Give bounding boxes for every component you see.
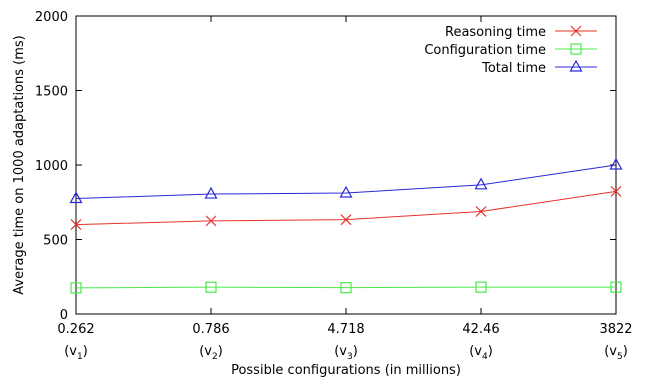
data-series (69, 157, 623, 294)
data-point (69, 191, 83, 204)
data-point (70, 282, 82, 294)
data-point (609, 157, 623, 170)
x-tick-sublabel: (v2) (199, 344, 223, 362)
data-point (475, 281, 487, 293)
series-line (75, 164, 617, 200)
tick-labels: 0 500 1000 1500 2000 0.262 (v1) 0.786 (v2) 4.718 (… (35, 10, 633, 362)
series-reasoning-time (70, 185, 622, 231)
x-tick-label: 3822 (599, 322, 632, 337)
y-tick-label: 2000 (35, 10, 68, 25)
data-point (610, 281, 622, 293)
x-tick-sublabel: (v1) (64, 344, 88, 362)
data-point (474, 177, 488, 190)
x-tick-sublabel: (v3) (334, 344, 358, 362)
x-tick-label: 42.46 (462, 322, 499, 337)
data-point (339, 185, 353, 198)
y-tick-label: 1500 (35, 85, 68, 100)
data-point (340, 282, 352, 294)
data-point (340, 214, 352, 226)
legend-marker (569, 59, 583, 72)
legend: Reasoning time Configuration time Total ti… (424, 25, 597, 76)
x-tick-label: 0.262 (57, 322, 94, 337)
data-point (205, 215, 217, 227)
data-point (204, 186, 218, 199)
x-axis-label: Possible configurations (in millions) (231, 363, 461, 378)
x-tick-sublabel: (v5) (604, 344, 628, 362)
series-line (75, 286, 616, 289)
y-axis-label: Average time on 1000 adaptations (ms) (12, 35, 27, 294)
y-tick-label: 500 (43, 234, 68, 249)
x-tick-sublabel: (v4) (469, 344, 493, 362)
y-tick-label: 0 (60, 308, 68, 323)
y-tick-label: 1000 (35, 159, 68, 174)
legend-marker (570, 25, 582, 37)
data-point (610, 185, 622, 197)
series-total-time (69, 157, 623, 204)
legend-marker (570, 43, 582, 55)
x-tick-label: 4.718 (327, 322, 364, 337)
series-configuration-time (70, 281, 622, 294)
x-tick-label: 0.786 (192, 322, 229, 337)
data-point (205, 281, 217, 293)
legend-label: Configuration time (424, 43, 546, 58)
legend-label: Reasoning time (445, 25, 546, 40)
data-point (475, 206, 487, 217)
legend-label: Total time (481, 61, 546, 76)
data-point (70, 219, 82, 231)
